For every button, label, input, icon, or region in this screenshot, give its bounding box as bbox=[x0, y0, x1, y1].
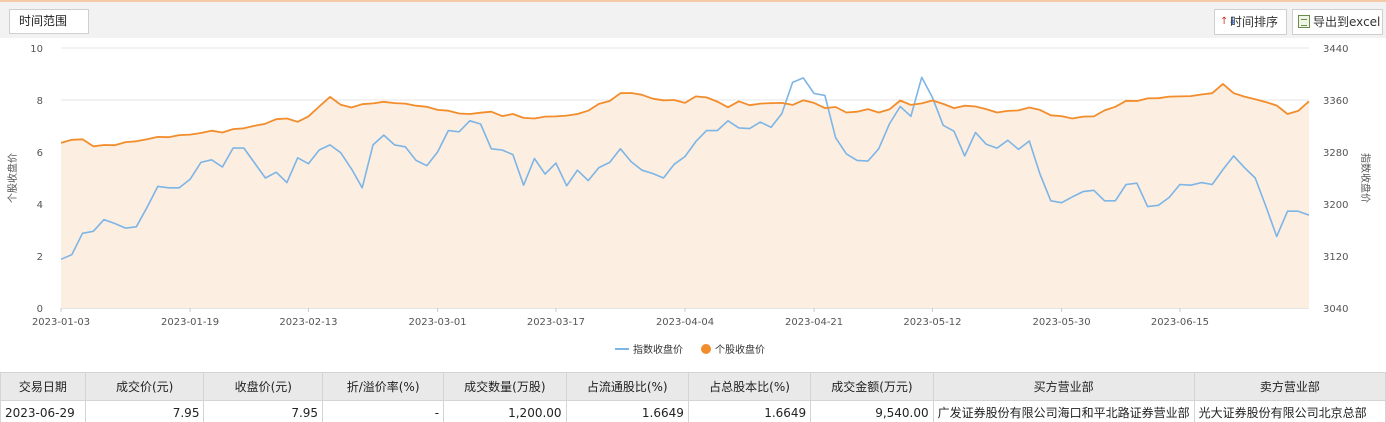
cell-close-price: 7.95 bbox=[203, 400, 324, 422]
x-tick-label: 2023-04-21 bbox=[785, 317, 843, 328]
y-left-tick-label: 4 bbox=[37, 200, 43, 211]
y-right-tick-label: 3440 bbox=[1323, 44, 1348, 55]
y-left-tick-label: 8 bbox=[37, 96, 43, 107]
x-tick-label: 2023-01-03 bbox=[32, 317, 90, 328]
y-right-axis-title: 指数收盘价 bbox=[1359, 153, 1372, 203]
legend-label-index-close: 指数收盘价 bbox=[633, 343, 683, 356]
column-header-amount[interactable]: 成交金额(万元) bbox=[810, 372, 934, 401]
cell-total-ratio: 1.6649 bbox=[687, 400, 812, 422]
export-excel-button[interactable]: 导出到excel bbox=[1292, 9, 1383, 35]
export-excel-label: 导出到excel bbox=[1313, 15, 1381, 29]
column-header-buyer[interactable]: 买方营业部 bbox=[932, 372, 1195, 401]
cell-deal-price: 7.95 bbox=[84, 400, 205, 422]
column-header-total-ratio[interactable]: 占总股本比(%) bbox=[687, 372, 812, 401]
price-line-chart: 0 2 4 6 8 10 3040 3120 3200 3280 3360 3440 2023-01-0… bbox=[6, 44, 1372, 356]
time-sort-button[interactable]: ↑↓时间排序 bbox=[1214, 9, 1287, 35]
legend-swatch-stock-close bbox=[701, 344, 711, 354]
x-tick-label: 2023-05-12 bbox=[903, 317, 961, 328]
table-header-row: 交易日期 成交价(元) 收盘价(元) 折/溢价率(%) 成交数量(万股) 占流通… bbox=[0, 372, 1386, 401]
cell-amount: 9,540.00 bbox=[810, 400, 934, 422]
cell-premium-rate: - bbox=[322, 400, 445, 422]
cell-trade-date: 2023-06-29 bbox=[0, 400, 86, 422]
x-tick-label: 2023-02-13 bbox=[279, 317, 337, 328]
y-right-tick-label: 3040 bbox=[1323, 304, 1348, 315]
column-header-deal-price[interactable]: 成交价(元) bbox=[84, 372, 205, 401]
column-header-close-price[interactable]: 收盘价(元) bbox=[203, 372, 324, 401]
cell-buyer: 广发证券股份有限公司海口和平北路证券营业部 bbox=[932, 400, 1195, 422]
column-header-trade-date[interactable]: 交易日期 bbox=[0, 372, 86, 401]
series-line-stock-close bbox=[60, 83, 1310, 148]
column-header-float-ratio[interactable]: 占流通股比(%) bbox=[565, 372, 689, 401]
toolbar: 时间范围 ↑↓时间排序 导出到excel bbox=[0, 0, 1386, 38]
x-tick-label: 2023-06-15 bbox=[1151, 317, 1209, 328]
column-header-volume[interactable]: 成交数量(万股) bbox=[443, 372, 567, 401]
x-tick-label: 2023-04-04 bbox=[656, 317, 714, 328]
y-right-tick-label: 3360 bbox=[1323, 96, 1348, 107]
time-sort-label: 时间排序 bbox=[1230, 15, 1279, 29]
y-left-tick-label: 6 bbox=[37, 148, 43, 159]
x-tick-label: 2023-05-30 bbox=[1032, 317, 1090, 328]
y-left-tick-label: 10 bbox=[30, 44, 43, 55]
sort-arrows-icon: ↑↓ bbox=[1220, 16, 1237, 27]
y-right-tick-label: 3200 bbox=[1323, 200, 1348, 211]
y-right-tick-label: 3280 bbox=[1323, 148, 1348, 159]
x-tick-label: 2023-03-01 bbox=[408, 317, 466, 328]
y-right-tick-label: 3120 bbox=[1323, 252, 1348, 263]
excel-icon bbox=[1298, 15, 1310, 28]
y-left-axis-title: 个股收盘价 bbox=[6, 153, 19, 203]
column-header-premium-rate[interactable]: 折/溢价率(%) bbox=[322, 372, 445, 401]
x-tick-label: 2023-03-17 bbox=[527, 317, 585, 328]
stock-area-fill bbox=[61, 83, 1309, 309]
y-left-tick-label: 0 bbox=[37, 304, 43, 315]
column-header-seller[interactable]: 卖方营业部 bbox=[1193, 372, 1386, 401]
series-line-index-close bbox=[60, 76, 1310, 261]
y-left-tick-label: 2 bbox=[37, 252, 43, 263]
table-row: 2023-06-29 7.95 7.95 - 1,200.00 1.6649 1… bbox=[0, 400, 1386, 422]
x-tick-label: 2023-01-19 bbox=[161, 317, 219, 328]
time-range-button[interactable]: 时间范围 bbox=[9, 9, 89, 34]
legend-label-stock-close: 个股收盘价 bbox=[715, 343, 765, 356]
cell-volume: 1,200.00 bbox=[443, 400, 567, 422]
cell-float-ratio: 1.6649 bbox=[565, 400, 689, 422]
cell-seller: 光大证券股份有限公司北京总部 bbox=[1193, 400, 1386, 422]
block-trade-table: 交易日期 成交价(元) 收盘价(元) 折/溢价率(%) 成交数量(万股) 占流通… bbox=[0, 372, 1386, 422]
